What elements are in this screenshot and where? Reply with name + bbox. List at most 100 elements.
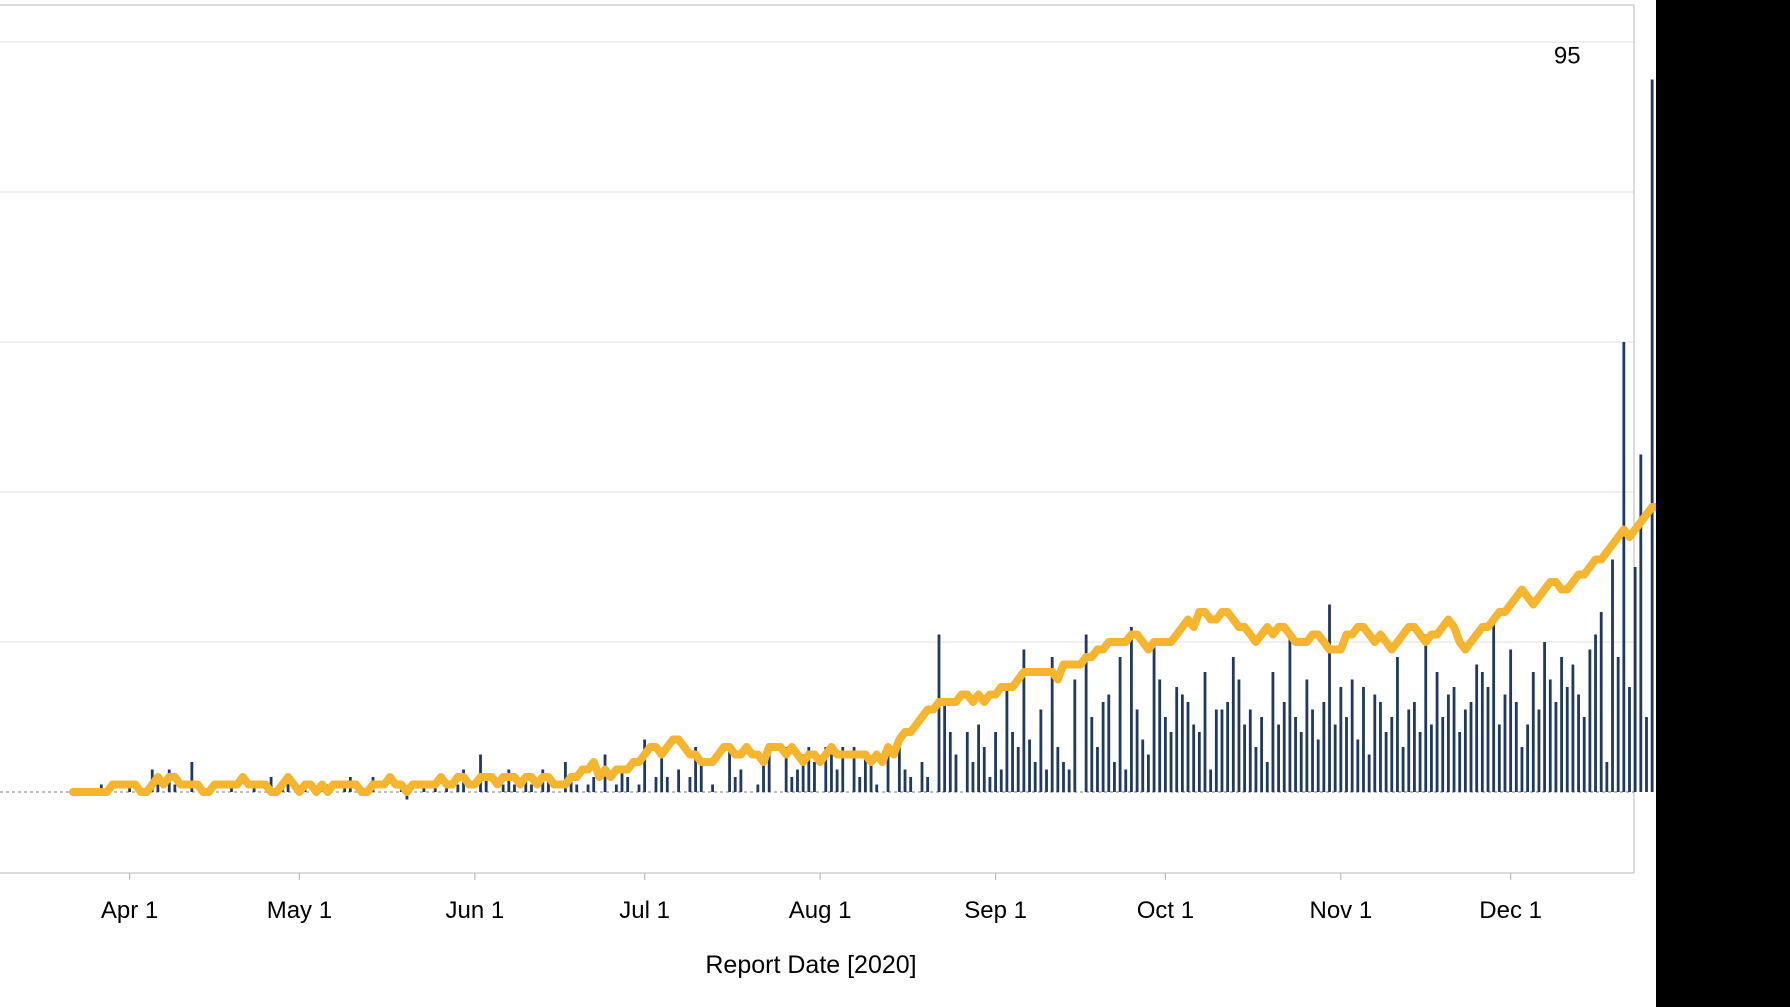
daily-bar — [1333, 724, 1337, 792]
daily-bar — [699, 762, 703, 792]
daily-bar — [1147, 754, 1150, 792]
daily-bar — [269, 777, 273, 792]
daily-bar — [190, 762, 194, 792]
daily-bar — [1628, 687, 1631, 792]
daily-bar — [1520, 747, 1524, 792]
daily-bar — [1226, 702, 1230, 792]
daily-bar — [1311, 709, 1314, 792]
daily-bar — [1186, 702, 1190, 792]
daily-bar — [1594, 634, 1597, 792]
daily-bar — [1384, 732, 1388, 792]
daily-bar — [173, 784, 177, 792]
x-tick-label: Jul 1 — [619, 897, 670, 924]
daily-bar — [1237, 679, 1241, 792]
daily-bar — [1016, 747, 1020, 792]
daily-bar — [1243, 724, 1247, 792]
daily-bar — [1022, 649, 1026, 792]
daily-bar — [637, 784, 641, 792]
daily-bar — [1254, 747, 1258, 792]
daily-bar — [813, 762, 816, 792]
daily-bar — [977, 724, 980, 792]
daily-bar — [456, 784, 460, 792]
daily-bar — [1050, 657, 1054, 792]
daily-bar — [796, 769, 799, 792]
daily-bar — [728, 747, 731, 792]
daily-bar — [564, 762, 567, 792]
x-tick-label: Nov 1 — [1309, 897, 1372, 924]
daily-bar — [897, 747, 901, 792]
seven-day-average-line — [69, 503, 1656, 796]
daily-bar — [1152, 642, 1156, 792]
daily-bar — [903, 769, 907, 792]
daily-bar — [1260, 717, 1263, 792]
daily-bar — [1141, 739, 1145, 792]
daily-bar — [1135, 709, 1139, 792]
daily-bar — [1356, 739, 1360, 792]
daily-bar — [1537, 709, 1541, 792]
x-tick-label: Jun 1 — [446, 897, 505, 924]
x-tick-label: Dec 1 — [1479, 897, 1542, 924]
daily-bar — [1328, 604, 1331, 792]
daily-bar — [1180, 694, 1184, 792]
daily-bar — [830, 754, 833, 792]
daily-bar — [1548, 679, 1552, 792]
daily-bar — [1531, 672, 1535, 792]
daily-bar — [824, 747, 828, 792]
daily-bar — [1452, 687, 1456, 792]
right-black-margin — [1656, 0, 1790, 1007]
daily-bar — [739, 769, 743, 792]
daily-bar — [1345, 717, 1348, 792]
daily-bar — [1113, 762, 1116, 792]
daily-bar — [1090, 717, 1094, 792]
daily-bar — [1373, 694, 1377, 792]
daily-bar — [1305, 679, 1309, 792]
daily-bar — [875, 784, 879, 792]
daily-bar — [1379, 702, 1382, 792]
daily-bar — [1622, 342, 1626, 792]
daily-bar — [841, 747, 845, 792]
daily-bar — [1616, 657, 1620, 792]
daily-bar — [575, 784, 579, 792]
daily-bar — [1645, 717, 1648, 792]
daily-bar — [614, 784, 618, 792]
daily-bar — [1413, 702, 1416, 792]
x-tick-label: Aug 1 — [789, 897, 852, 924]
daily-bar — [1011, 732, 1014, 792]
daily-bar — [484, 777, 488, 792]
daily-bar — [569, 777, 573, 792]
daily-bar — [1503, 694, 1507, 792]
daily-bar — [1639, 454, 1643, 792]
daily-bar — [1492, 619, 1496, 792]
daily-bar — [801, 754, 805, 792]
daily-bar — [1582, 717, 1586, 792]
daily-bar — [988, 777, 992, 792]
daily-bar — [886, 754, 890, 792]
daily-bar — [1294, 717, 1297, 792]
daily-bar — [1497, 724, 1501, 792]
daily-bar — [1130, 627, 1133, 792]
daily-bar — [1039, 709, 1043, 792]
daily-bar — [1248, 709, 1252, 792]
daily-bar — [807, 747, 811, 792]
daily-bars — [99, 79, 1654, 800]
daily-bar — [1650, 79, 1654, 792]
daily-bar — [1288, 634, 1292, 792]
daily-bar — [835, 769, 839, 792]
daily-bar — [1231, 657, 1235, 792]
daily-bar — [501, 784, 505, 792]
daily-bar — [654, 777, 658, 792]
x-tick-label: May 1 — [267, 897, 332, 924]
x-tick-label: Apr 1 — [101, 897, 158, 924]
daily-bar — [530, 784, 533, 792]
daily-bar — [1271, 672, 1275, 792]
daily-bar — [1486, 687, 1490, 792]
daily-bar — [1220, 709, 1224, 792]
daily-bar — [1588, 649, 1592, 792]
daily-bar — [756, 784, 760, 792]
daily-bar — [1480, 672, 1484, 792]
x-tick-label: Sep 1 — [964, 897, 1027, 924]
daily-bar — [1067, 769, 1071, 792]
daily-bar — [1282, 702, 1286, 792]
daily-bar — [1367, 754, 1371, 792]
daily-bar — [1611, 559, 1614, 792]
